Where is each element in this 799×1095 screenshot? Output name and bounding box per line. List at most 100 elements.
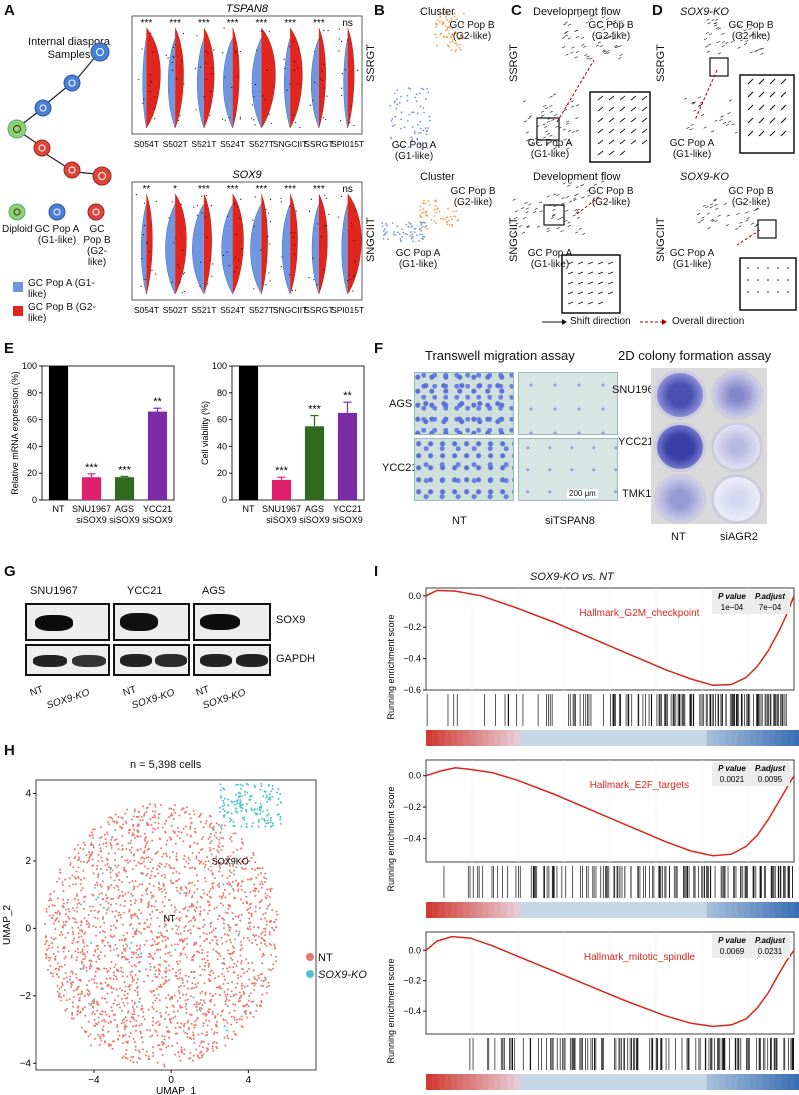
violin-point: [226, 251, 228, 253]
umap-point-nt: [192, 1034, 195, 1037]
umap-point-nt: [213, 1004, 216, 1007]
cluster-point-pop-b: [447, 45, 450, 48]
rank-strip-segment: [694, 1074, 701, 1090]
umap-point-nt: [243, 991, 246, 994]
cluster-point-pop-a: [413, 130, 416, 133]
umap-point-nt: [112, 936, 115, 939]
umap-point-nt: [187, 862, 190, 865]
umap-point-nt: [110, 1006, 113, 1009]
violin-half-pop-b: [203, 27, 215, 129]
cluster-point-pop-b: [456, 200, 459, 203]
umap-point-nt: [143, 812, 146, 815]
umap-point-nt: [151, 1016, 154, 1019]
violin-point: [238, 217, 240, 219]
umap-point-nt: [152, 1007, 155, 1010]
blot-gapdh-snu1967: [25, 644, 110, 676]
flow-arrow: [586, 189, 590, 192]
umap-point-nt: [213, 935, 216, 938]
umap-point-nt: [223, 918, 226, 921]
umap-point-nt: [185, 993, 188, 996]
umap-point-nt: [72, 866, 75, 869]
cluster-point-pop-b: [441, 218, 444, 220]
umap-point-nt: [231, 958, 234, 961]
umap-point-nt: [249, 928, 252, 931]
umap-point-nt: [61, 905, 64, 908]
violin-point: [268, 31, 270, 33]
flow-arrow: [721, 40, 726, 44]
umap-point-nt: [96, 883, 99, 886]
umap-point-nt: [115, 947, 118, 950]
umap-point-nt: [249, 878, 252, 881]
umap-point-ko: [218, 810, 221, 813]
violin-point: [265, 284, 267, 286]
umap-point-nt: [64, 972, 67, 975]
bar: [114, 477, 135, 500]
gsea-title: SOX9-KO vs. NT: [530, 571, 614, 583]
rank-strip-segment: [737, 1074, 745, 1090]
umap-point-nt: [251, 867, 254, 870]
umap-point-nt: [211, 939, 214, 942]
umap-point-nt: [133, 964, 136, 967]
inset-arrow: [597, 301, 604, 305]
umap-point-nt: [194, 1048, 197, 1051]
umap-point-nt: [193, 908, 196, 911]
umap-point-nt: [56, 880, 59, 883]
umap-point-nt: [136, 915, 139, 918]
violin-significance: ***: [313, 18, 325, 29]
umap-point-nt: [165, 843, 168, 846]
cluster-point-pop-a: [381, 221, 384, 224]
umap-point-nt: [222, 894, 225, 897]
umap-point-nt: [129, 842, 132, 845]
umap-point-nt: [131, 880, 134, 883]
umap-point-nt: [265, 923, 268, 926]
umap-point-nt: [227, 903, 230, 906]
umap-point-nt: [119, 904, 122, 907]
inset-arrow: [747, 91, 754, 98]
violin-point: [181, 292, 183, 294]
umap-point-nt: [113, 948, 116, 951]
umap-point-nt: [91, 864, 94, 867]
inset-point: [767, 291, 769, 293]
umap-point-nt: [107, 888, 110, 891]
umap-point-nt: [78, 997, 81, 1000]
umap-point-nt: [179, 1006, 182, 1009]
stats-header: P.adjust: [755, 592, 785, 601]
umap-point-nt: [216, 1021, 219, 1024]
umap-point-nt: [178, 837, 181, 840]
rank-strip-segment: [625, 730, 633, 746]
cluster-point-pop-b: [455, 42, 458, 45]
umap-point-nt: [182, 948, 185, 951]
umap-point-nt: [228, 999, 231, 1002]
umap-point-nt: [219, 954, 222, 957]
umap-point-nt: [128, 910, 131, 913]
umap-point-nt: [112, 924, 115, 927]
umap-point-nt: [263, 876, 266, 879]
transwell-row-ycc21: YCC21: [382, 462, 418, 474]
cluster-point-pop-a: [419, 105, 422, 108]
umap-point-nt: [99, 925, 102, 928]
umap-point-nt: [147, 904, 150, 907]
umap-point-nt: [155, 1021, 158, 1024]
stats-header: P.adjust: [755, 936, 785, 945]
umap-point-nt: [136, 978, 139, 981]
cluster-point-pop-a: [415, 100, 418, 103]
flow-arrow: [546, 230, 550, 233]
significance-label: ***: [118, 464, 132, 476]
umap-point-nt: [187, 1028, 190, 1031]
umap-point-nt: [47, 947, 50, 950]
umap-point-nt: [164, 895, 167, 898]
violin-point: [179, 281, 181, 284]
cluster-point-pop-a: [407, 225, 410, 228]
stats-header: P value: [718, 764, 746, 773]
umap-point-nt: [72, 939, 75, 942]
violin-point: [171, 69, 173, 71]
axes-frame: [41, 365, 175, 501]
umap-point-nt: [210, 998, 213, 1001]
umap-point-ko: [238, 795, 241, 798]
umap-point-nt: [175, 971, 178, 974]
umap-point-nt: [135, 1029, 138, 1032]
umap-point-nt: [146, 974, 149, 977]
umap-point-nt: [186, 998, 189, 1001]
umap-point-nt: [80, 920, 83, 923]
umap-point-nt: [169, 867, 172, 870]
